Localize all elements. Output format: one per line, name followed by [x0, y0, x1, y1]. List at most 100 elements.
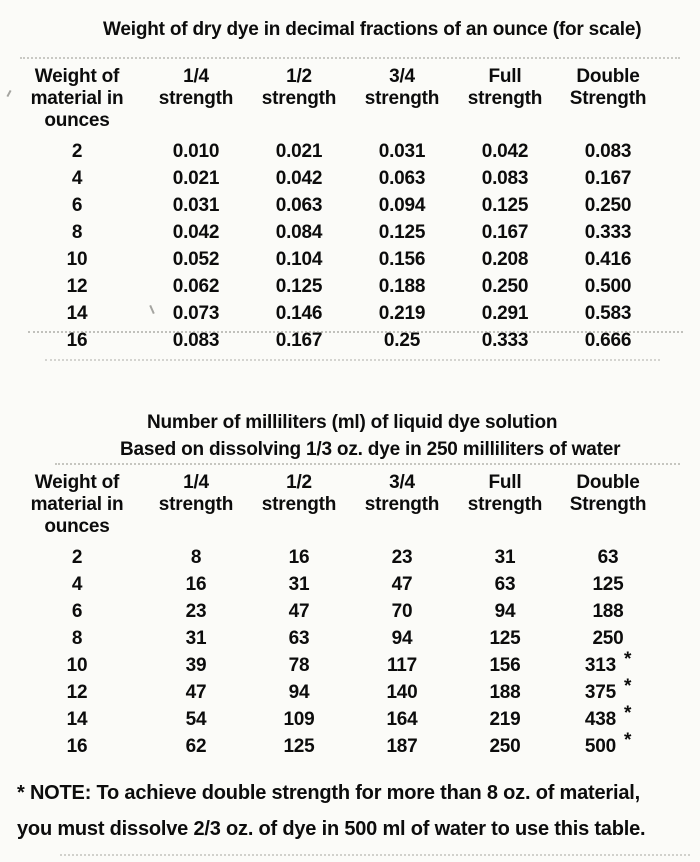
column-header: Full strength	[452, 62, 558, 138]
table-cell: 47	[391, 573, 413, 595]
column-header: 1/2 strength	[246, 62, 352, 138]
table-cell: 0.084	[275, 221, 323, 243]
column-header: 1/2 strength	[246, 468, 352, 544]
table-cell: 0.167	[275, 329, 323, 351]
column-header-line: Full	[488, 66, 522, 87]
column-header-line: Weight of	[34, 66, 120, 87]
header-row: Weight of material in ounces 1/4 strength 1/2…	[8, 468, 658, 544]
table-cell: 0.062	[172, 275, 220, 297]
dry-dye-table-title: Weight of dry dye in decimal fractions o…	[103, 19, 642, 40]
column-header: Full strength	[452, 468, 558, 544]
table-cell: 0.500	[584, 275, 632, 297]
table-row: 4 16 31 47 63 125	[8, 571, 658, 598]
table-cell: 0.010	[172, 140, 220, 162]
table-cell: 63	[288, 627, 310, 649]
column-header-line: 1/4	[183, 472, 209, 493]
liquid-dye-table-title: Number of milliliters (ml) of liquid dye…	[147, 412, 558, 433]
column-header: Double Strength	[558, 468, 658, 544]
liquid-dye-table: Weight of material in ounces 1/4 strength 1/2…	[8, 468, 658, 760]
double-strength-asterisk: *	[623, 729, 632, 751]
table-cell: 2	[71, 140, 83, 162]
table-cell: 0.021	[172, 167, 220, 189]
column-header-line: strength	[158, 494, 234, 515]
table-cell: 250	[592, 627, 624, 649]
column-header-line: Strength	[569, 88, 647, 109]
table-cell: 8	[190, 546, 202, 568]
table-cell: 78	[288, 654, 310, 676]
table-cell: 16	[288, 546, 310, 568]
column-header-line: strength	[158, 88, 234, 109]
table-cell: 250	[489, 735, 521, 757]
footnote-line-1: * NOTE: To achieve double strength for m…	[17, 782, 640, 804]
table-cell: 0.666	[584, 329, 632, 351]
table-cell: 140	[386, 681, 418, 703]
column-header-line: ounces	[44, 516, 110, 537]
column-header-line: strength	[261, 494, 337, 515]
table-cell: 109	[283, 708, 315, 730]
table-row: 12 0.062 0.125 0.188 0.250 0.500	[8, 273, 658, 300]
column-header-line: Double	[576, 472, 640, 493]
table-cell: 63	[494, 573, 516, 595]
column-header: 3/4 strength	[352, 62, 452, 138]
column-header: 3/4 strength	[352, 468, 452, 544]
table-cell: 12	[66, 275, 88, 297]
table-cell: 188	[489, 681, 521, 703]
table-cell: 16	[66, 735, 88, 757]
table-cell: 125	[592, 573, 624, 595]
table-cell: 0.291	[481, 302, 529, 324]
column-header-line: Double	[576, 66, 640, 87]
table-cell: 4	[71, 573, 83, 595]
table-cell: 0.042	[275, 167, 323, 189]
table-cell: 0.188	[378, 275, 426, 297]
table-cell: 0.416	[584, 248, 632, 270]
table-cell: 4	[71, 167, 83, 189]
table-cell: 47	[288, 600, 310, 622]
table-cell: 94	[288, 681, 310, 703]
table-cell: 0.031	[172, 194, 220, 216]
table-cell: 0.25	[383, 329, 421, 351]
column-header-line: Full	[488, 472, 522, 493]
column-header-line: strength	[364, 88, 440, 109]
table-cell: 12	[66, 681, 88, 703]
table-cell: 54	[185, 708, 207, 730]
table-cell: 0.031	[378, 140, 426, 162]
table-row: 8 31 63 94 125 250	[8, 625, 658, 652]
table-cell: 23	[391, 546, 413, 568]
table-row: 12 47 94 140 188 375 *	[8, 675, 658, 706]
table-cell: 94	[391, 627, 413, 649]
table-cell: 14	[66, 302, 88, 324]
table-cell: 2	[71, 546, 83, 568]
table-cell: 63	[597, 546, 619, 568]
table-cell: 70	[391, 600, 413, 622]
table-cell: 0.021	[275, 140, 323, 162]
table-cell: 0.094	[378, 194, 426, 216]
column-header-line: material in	[30, 494, 124, 515]
column-header-line: 3/4	[389, 472, 415, 493]
table-cell: 0.146	[275, 302, 323, 324]
table-cell: 0.042	[481, 140, 529, 162]
liquid-dye-table-subtitle: Based on dissolving 1/3 oz. dye in 250 m…	[120, 439, 621, 460]
column-header-line: 3/4	[389, 66, 415, 87]
column-header-line: 1/2	[286, 66, 312, 87]
table-cell: 125	[283, 735, 315, 757]
table-row: 14 54 109 164 219 438 *	[8, 703, 658, 733]
table-row: 2 0.010 0.021 0.031 0.042 0.083	[8, 138, 658, 165]
table-cell: 16	[185, 573, 207, 595]
column-header-line: Strength	[569, 494, 647, 515]
scan-artifact-line	[20, 57, 680, 59]
table-cell: 0.063	[378, 167, 426, 189]
table-cell: 219	[489, 708, 521, 730]
scan-artifact-line	[55, 463, 680, 465]
table-cell: 187	[386, 735, 418, 757]
table-cell: 0.250	[584, 194, 632, 216]
table-cell: 31	[288, 573, 310, 595]
table-row: 2 8 16 23 31 63	[8, 544, 658, 571]
table-cell: 117	[386, 654, 418, 676]
table-cell: 0.333	[584, 221, 632, 243]
table-row: 6 23 47 70 94 188	[8, 598, 658, 625]
table-cell: 0.208	[481, 248, 529, 270]
table-cell: 375 *	[584, 675, 632, 703]
dry-dye-table: Weight of material in ounces 1/4 strength 1/2…	[8, 62, 658, 354]
table-cell: 188	[592, 600, 624, 622]
